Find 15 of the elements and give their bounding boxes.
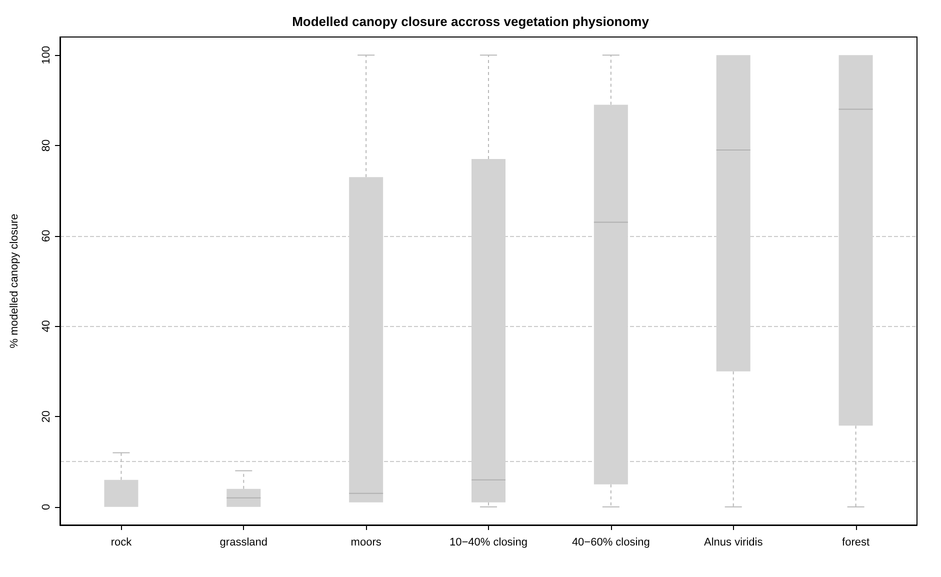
y-tick-label: 100 <box>40 46 52 64</box>
y-tick-label: 60 <box>40 230 52 242</box>
x-tick-label: 10−40% closing <box>450 536 528 548</box>
x-tick-label: rock <box>110 536 132 548</box>
x-tick-label: Alnus viridis <box>704 536 764 548</box>
y-tick-label: 40 <box>40 320 52 332</box>
y-tick-label: 80 <box>40 139 52 152</box>
chart-title: Modelled canopy closure accross vegetation physionomy <box>292 14 650 29</box>
x-tick-label: forest <box>842 536 870 548</box>
x-tick-label: grassland <box>220 536 268 548</box>
x-tick-label: 40−60% closing <box>572 536 650 548</box>
y-tick-label: 20 <box>40 410 52 423</box>
y-axis-title: % modelled canopy closure <box>8 214 20 348</box>
y-tick-label: 0 <box>40 504 52 510</box>
x-tick-label: moors <box>350 536 382 548</box>
